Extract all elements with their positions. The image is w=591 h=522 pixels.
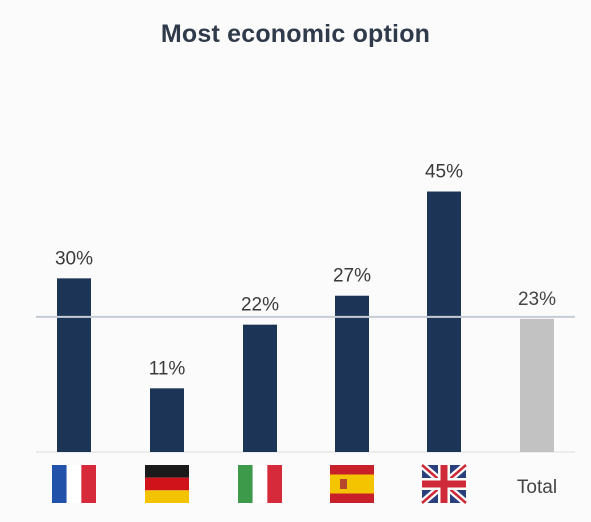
category-label-total: Total xyxy=(517,477,557,498)
value-label: 11% xyxy=(149,358,186,379)
bar-france xyxy=(57,278,91,452)
flag-germany-icon xyxy=(145,465,189,503)
chart-title: Most economic option xyxy=(160,20,431,48)
value-label: 22% xyxy=(241,295,279,316)
flag-france-icon xyxy=(52,465,96,503)
flag-italy-icon xyxy=(238,465,282,503)
flag-uk-icon xyxy=(419,462,469,506)
bar-spain xyxy=(335,295,369,452)
value-label: 30% xyxy=(55,248,93,269)
value-label: 45% xyxy=(425,162,463,183)
value-label: 23% xyxy=(518,289,556,310)
value-label: 27% xyxy=(333,266,371,287)
bar-italy xyxy=(243,324,277,452)
bar-germany xyxy=(150,388,184,452)
flag-spain-icon xyxy=(330,465,374,503)
bar-united-kingdom xyxy=(427,191,461,452)
bar-total xyxy=(520,318,554,452)
